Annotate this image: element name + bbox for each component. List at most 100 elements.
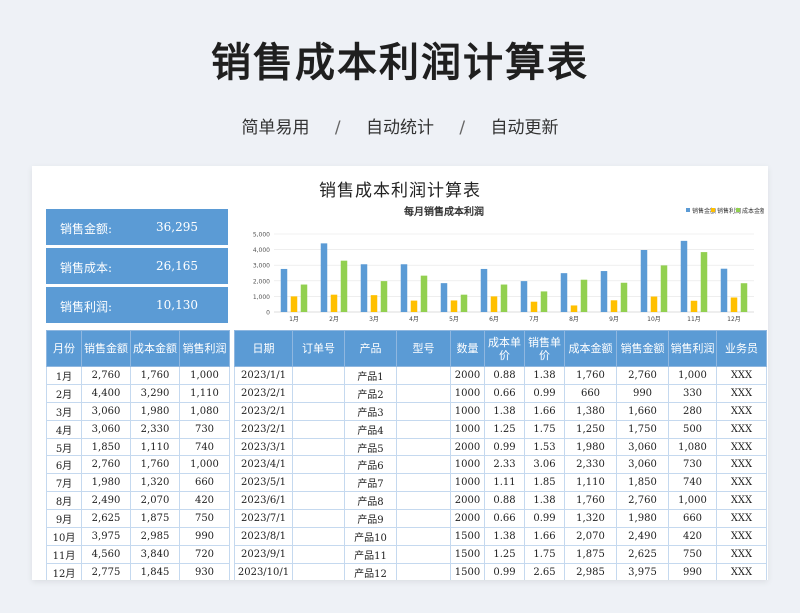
table-cell: 2,760: [616, 491, 669, 511]
table-cell: 1.11: [484, 473, 525, 493]
bar-cost: [500, 284, 508, 312]
table-cell: 1.38: [484, 527, 525, 546]
table-row: 10月 3,975 2,985 990: [46, 527, 230, 546]
table-cell: 5月: [46, 437, 82, 457]
table-cell: 1,000: [179, 366, 230, 385]
table-cell: 1,110: [564, 473, 617, 493]
table-cell: 9月: [46, 509, 82, 529]
column-header: 数量: [450, 330, 485, 367]
table-cell: [292, 455, 345, 475]
feature-item: 自动统计: [366, 118, 434, 138]
table-cell: [292, 527, 345, 546]
table-cell: 2023/5/1: [234, 473, 293, 493]
table-cell: 1,850: [81, 437, 131, 457]
table-cell: [396, 544, 451, 564]
kpi-value: 10,130: [156, 298, 198, 312]
table-cell: 2,070: [564, 527, 617, 546]
table-cell: 产品3: [344, 401, 397, 421]
table-cell: 1,980: [81, 473, 131, 493]
table-cell: 2000: [450, 491, 485, 511]
table-cell: 3,060: [81, 401, 131, 421]
table-row: 5月 1,850 1,110 740: [46, 437, 230, 457]
table-cell: 0.88: [484, 491, 525, 511]
table-row: 2023/5/1 产品7 1000 1.11 1.85 1,110 1,850 740 XXX: [234, 473, 767, 493]
table-cell: [292, 562, 345, 580]
table-cell: 1,080: [179, 401, 230, 421]
table-cell: 产品8: [344, 491, 397, 511]
table-cell: 产品9: [344, 509, 397, 529]
table-row: 3月 3,060 1,980 1,080: [46, 401, 230, 421]
bar-cost: [620, 282, 628, 312]
table-cell: 2023/4/1: [234, 455, 293, 475]
bar-sales: [400, 264, 408, 312]
y-tick-label: 2,000: [253, 278, 270, 285]
table-cell: 1,760: [130, 455, 180, 475]
table-cell: XXX: [716, 455, 767, 475]
table-cell: 1月: [46, 366, 82, 385]
kpi-sales-cost: 销售成本: 26,165: [46, 248, 228, 284]
column-header: 日期: [234, 330, 293, 367]
table-cell: [292, 366, 345, 385]
table-cell: 2023/2/1: [234, 401, 293, 421]
table-cell: 产品11: [344, 544, 397, 564]
table-cell: [396, 437, 451, 457]
table-cell: 1,845: [130, 562, 180, 580]
legend-label: 成本金额: [742, 207, 764, 215]
table-cell: 0.66: [484, 509, 525, 529]
table-cell: 3,060: [616, 437, 669, 457]
table-cell: 4,400: [81, 383, 131, 403]
table-cell: 1000: [450, 455, 485, 475]
table-cell: 产品6: [344, 455, 397, 475]
table-row: 2023/7/1 产品9 2000 0.66 0.99 1,320 1,980 660 XXX: [234, 509, 767, 529]
table-cell: 2000: [450, 437, 485, 457]
table-row: 11月 4,560 3,840 720: [46, 544, 230, 564]
table-cell: 1500: [450, 562, 485, 580]
table-cell: 1.38: [524, 366, 565, 385]
table-cell: 2023/9/1: [234, 544, 293, 564]
y-tick-label: 5,000: [253, 232, 270, 239]
table-cell: XXX: [716, 527, 767, 546]
table-cell: 660: [179, 473, 230, 493]
bar-profit: [570, 305, 578, 312]
table-cell: 3,840: [130, 544, 180, 564]
monthly-chart: 每月销售成本利润 销售金额 销售利润 成本金额 0 1,000 2,000 3,000 4,00…: [234, 204, 764, 326]
table-cell: [396, 562, 451, 580]
y-tick-label: 3,000: [253, 263, 270, 270]
x-tick-label: 3月: [369, 316, 379, 323]
bar-cost: [340, 260, 348, 312]
bar-sales: [520, 281, 528, 312]
table-cell: 0.88: [484, 366, 525, 385]
y-tick-label: 4,000: [253, 247, 270, 254]
table-cell: 1,750: [616, 419, 669, 439]
table-cell: 1,760: [564, 366, 617, 385]
column-header: 销售金额: [81, 330, 131, 367]
table-cell: [396, 455, 451, 475]
table-cell: 1500: [450, 527, 485, 546]
table-cell: 1.25: [484, 419, 525, 439]
table-cell: 2,985: [564, 562, 617, 580]
table-cell: 1,850: [616, 473, 669, 493]
table-cell: [396, 401, 451, 421]
column-header: 成本单价: [484, 330, 525, 367]
table-cell: 12月: [46, 562, 82, 580]
table-cell: 1000: [450, 383, 485, 403]
bar-cost: [540, 291, 548, 312]
table-cell: 6月: [46, 455, 82, 475]
table-cell: 2,490: [616, 527, 669, 546]
table-cell: 730: [179, 419, 230, 439]
table-cell: 500: [668, 419, 717, 439]
table-cell: 1,080: [668, 437, 717, 457]
table-cell: XXX: [716, 366, 767, 385]
x-tick-label: 2月: [329, 316, 339, 323]
table-cell: 420: [179, 491, 230, 511]
table-cell: XXX: [716, 401, 767, 421]
table-row: 2023/2/1 产品3 1000 1.38 1.66 1,380 1,660 280 XXX: [234, 401, 767, 421]
table-cell: XXX: [716, 473, 767, 493]
table-cell: 1,000: [668, 366, 717, 385]
table-cell: 420: [668, 527, 717, 546]
bar-cost: [300, 284, 308, 312]
x-tick-label: 4月: [409, 316, 419, 323]
table-cell: 1,320: [564, 509, 617, 529]
bar-profit: [410, 300, 418, 312]
table-cell: 720: [179, 544, 230, 564]
